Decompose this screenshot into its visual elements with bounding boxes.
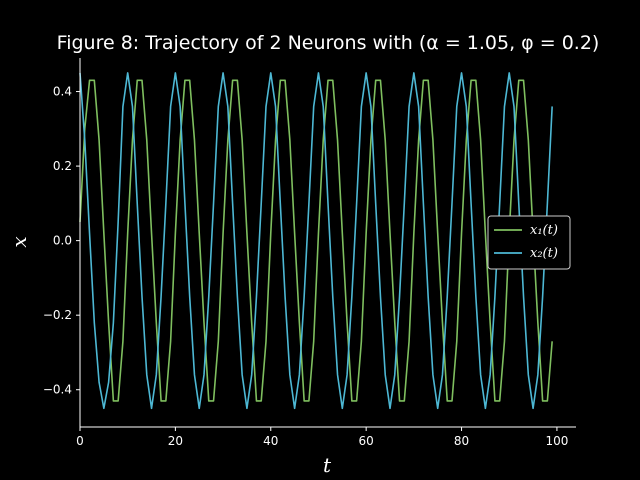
y-tick-label: 0.4	[53, 85, 72, 99]
x-tick-label: 60	[359, 434, 374, 448]
y-tick-label: −0.4	[43, 383, 72, 397]
x-tick-label: 100	[545, 434, 568, 448]
x-ticks: 0 20 40 60 80 100	[76, 427, 568, 448]
plot-area: 0 20 40 60 80 100 −0.4 −0.2 0.0 0.2 0.4	[43, 58, 576, 448]
chart-title: Figure 8: Trajectory of 2 Neurons with (…	[57, 32, 600, 54]
y-axis-label: x	[7, 236, 31, 247]
y-tick-label: 0.2	[53, 159, 72, 173]
series-line-2	[79, 72, 553, 410]
x-tick-label: 20	[168, 434, 183, 448]
y-tick-label: 0.0	[53, 234, 72, 248]
legend: x₁(t) x₂(t)	[487, 215, 571, 270]
legend-label-x1: x₁(t)	[530, 223, 558, 238]
series-line-1	[79, 79, 553, 402]
x-tick-label: 80	[454, 434, 469, 448]
series-layer	[79, 72, 553, 410]
y-ticks: −0.4 −0.2 0.0 0.2 0.4	[43, 85, 80, 397]
y-tick-label: −0.2	[43, 308, 72, 322]
x-axis-label: t	[323, 453, 332, 477]
legend-label-x2: x₂(t)	[530, 246, 558, 261]
x-tick-label: 40	[263, 434, 278, 448]
x-tick-label: 0	[76, 434, 84, 448]
